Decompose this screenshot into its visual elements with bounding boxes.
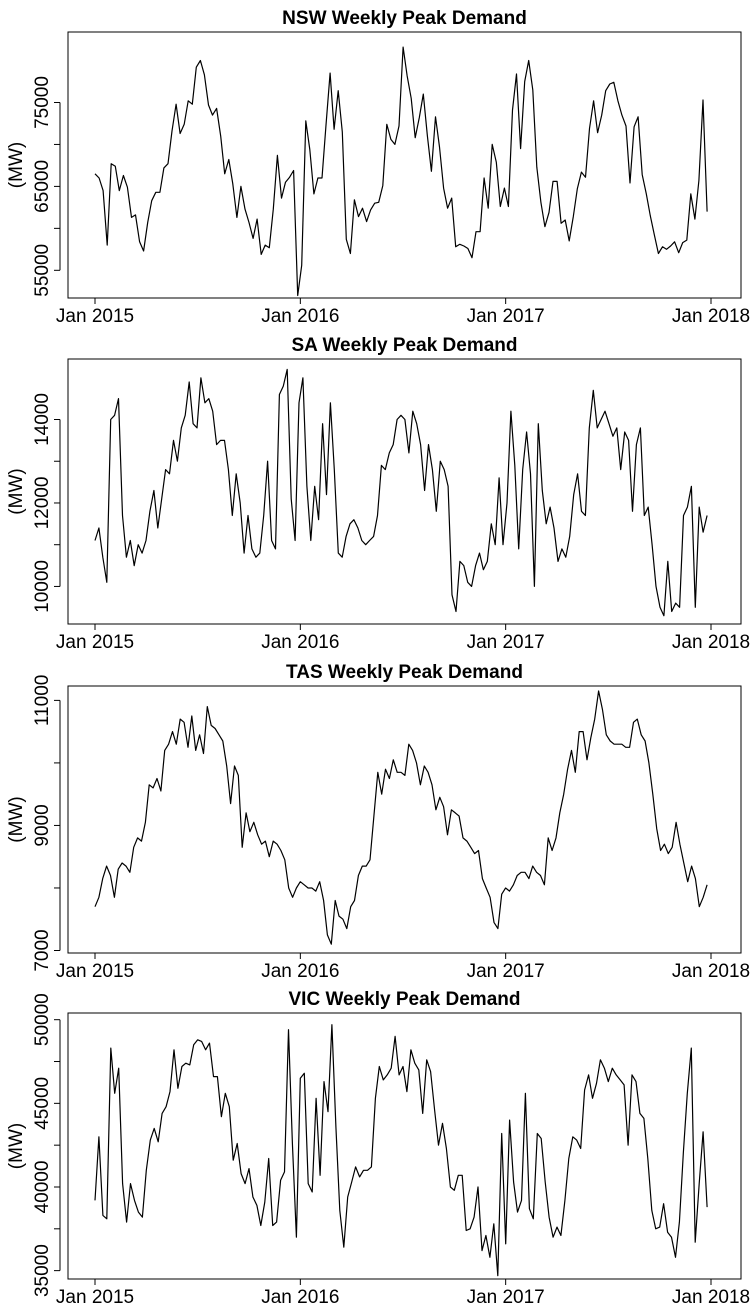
chart-title: NSW Weekly Peak Demand bbox=[282, 8, 527, 29]
x-tick-label: Jan 2016 bbox=[261, 1287, 339, 1308]
plot-frame bbox=[67, 31, 742, 299]
y-axis-label: (MW) bbox=[6, 796, 27, 842]
series-line bbox=[94, 1024, 708, 1277]
x-tick-label: Jan 2018 bbox=[672, 961, 750, 982]
y-tick-label: 40000 bbox=[32, 1161, 53, 1214]
x-tick-label: Jan 2018 bbox=[672, 632, 750, 653]
y-tick-label: 14000 bbox=[32, 393, 53, 446]
y-tick-label: 7000 bbox=[32, 929, 53, 971]
y-tick-label: 9000 bbox=[32, 804, 53, 846]
y-tick-label: 65000 bbox=[32, 160, 53, 213]
chart-panel-4: VIC Weekly Peak Demand 35000 40000 45000 500… bbox=[6, 989, 750, 1308]
x-tick-label: Jan 2018 bbox=[672, 306, 750, 327]
x-tick-label: Jan 2017 bbox=[467, 632, 545, 653]
x-tick-label: Jan 2017 bbox=[467, 306, 545, 327]
plot-frame bbox=[67, 685, 742, 954]
y-tick-label: 75000 bbox=[32, 76, 53, 129]
y-tick-label: 10000 bbox=[32, 560, 53, 613]
chart-panel-2: SA Weekly Peak Demand 10000 12000 14000 (MW)… bbox=[6, 335, 750, 653]
x-tick-label: Jan 2018 bbox=[672, 1287, 750, 1308]
series-line bbox=[94, 690, 708, 945]
chart-panel-1: NSW Weekly Peak Demand 55000 65000 75000(MW… bbox=[6, 8, 750, 327]
series-line bbox=[94, 46, 708, 297]
y-axis-label: (MW) bbox=[6, 1123, 27, 1169]
series-line bbox=[94, 368, 708, 617]
x-tick-label: Jan 2015 bbox=[56, 961, 134, 982]
x-tick-label: Jan 2017 bbox=[467, 961, 545, 982]
y-tick-label: 45000 bbox=[32, 1077, 53, 1130]
chart-panel-3: TAS Weekly Peak Demand 7000 9000 11000 (MW) J… bbox=[6, 662, 750, 982]
x-tick-label: Jan 2015 bbox=[56, 1287, 134, 1308]
plot-frame bbox=[67, 1012, 742, 1280]
y-tick-label: 35000 bbox=[32, 1244, 53, 1297]
y-axis-label: (MW) bbox=[6, 468, 27, 514]
y-tick-label: 50000 bbox=[32, 993, 53, 1046]
x-tick-label: Jan 2015 bbox=[56, 306, 134, 327]
x-tick-label: Jan 2016 bbox=[261, 306, 339, 327]
y-axis-label: (MW) bbox=[6, 142, 27, 188]
y-tick-label: 11000 bbox=[32, 675, 53, 726]
chart-title: TAS Weekly Peak Demand bbox=[286, 662, 523, 683]
y-tick-label: 55000 bbox=[32, 244, 53, 297]
x-tick-label: Jan 2015 bbox=[56, 632, 134, 653]
y-tick-label: 12000 bbox=[32, 477, 53, 530]
plot-frame bbox=[67, 358, 742, 625]
x-tick-label: Jan 2017 bbox=[467, 1287, 545, 1308]
x-tick-label: Jan 2016 bbox=[261, 961, 339, 982]
chart-title: SA Weekly Peak Demand bbox=[292, 335, 518, 356]
x-tick-label: Jan 2016 bbox=[261, 632, 339, 653]
chart-title: VIC Weekly Peak Demand bbox=[289, 989, 521, 1010]
